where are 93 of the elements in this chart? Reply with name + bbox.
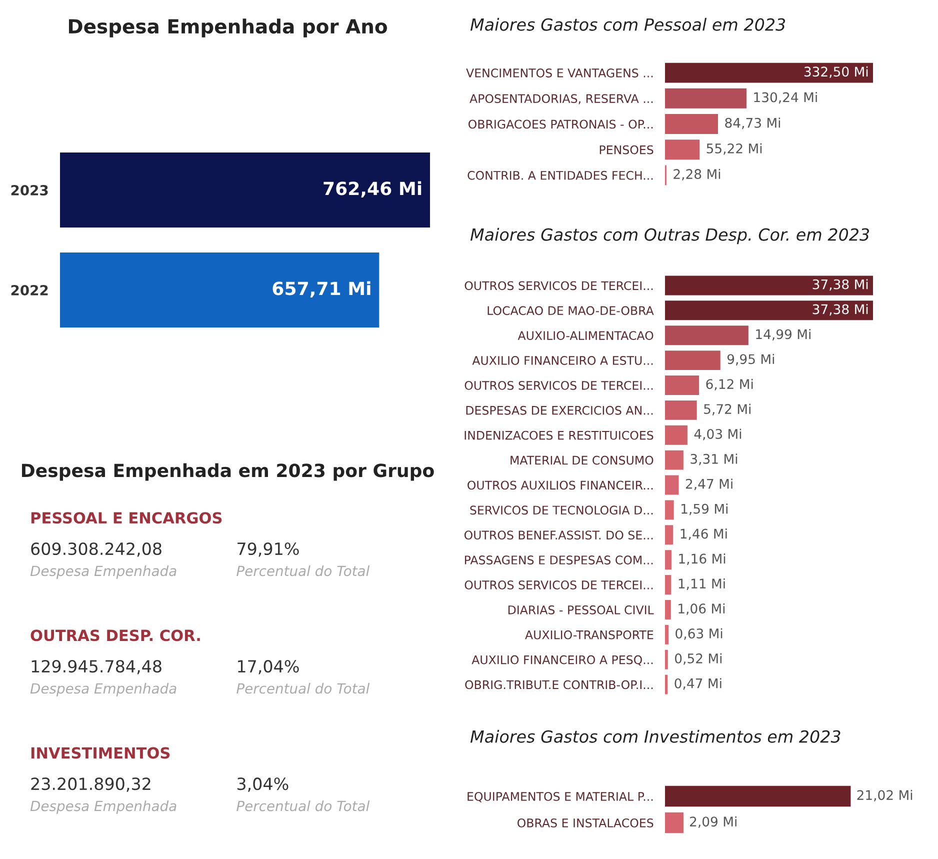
text: Despesa Empenhada: [30, 800, 176, 814]
y-tick-label: AUXILIO FINANCEIRO A ESTU...: [472, 356, 653, 365]
text: Despesa Empenhada: [30, 565, 176, 579]
chart-title: Despesa Empenhada por Ano: [68, 18, 387, 38]
y-tick-label: OUTROS BENEF.ASSIST. DO SE...: [464, 530, 653, 540]
y-tick-label: PASSAGENS E DESPESAS COM...: [464, 556, 653, 564]
bar: [665, 425, 688, 445]
bar: [665, 276, 873, 296]
text: 23.201.890,32: [31, 778, 150, 792]
text: INVESTIMENTOS: [31, 747, 170, 759]
data-label: 55,22 Mi: [706, 143, 762, 155]
bar: [665, 326, 748, 346]
data-label: 4,03 Mi: [694, 428, 742, 440]
data-label: 762,46 Mi: [324, 181, 422, 198]
y-tick-label: AUXILIO FINANCEIRO A PESQ...: [472, 655, 653, 666]
y-tick-label: 2022: [11, 284, 48, 296]
bar: [665, 376, 700, 395]
bar: [665, 450, 684, 470]
data-label: 0,63 Mi: [676, 628, 722, 640]
bar: [665, 400, 697, 420]
text: 3,04%: [237, 778, 288, 792]
bar: [665, 550, 672, 570]
y-tick-label: LOCACAO DE MAO-DE-OBRA: [488, 306, 654, 316]
data-label: 1,06 Mi: [678, 603, 725, 615]
bar: [665, 300, 873, 320]
y-tick-label: OBRIG.TRIBUT.E CONTRIB-OP.I...: [465, 680, 653, 690]
y-tick-label: OUTROS SERVICOS DE TERCEI...: [464, 380, 653, 390]
text: 17,04%: [238, 660, 299, 674]
y-tick-label: OBRAS E INSTALACOES: [518, 818, 654, 828]
data-label: 2,47 Mi: [686, 478, 732, 490]
text: Percentual do Total: [236, 800, 370, 812]
data-label: 1,11 Mi: [678, 578, 725, 590]
text: Percentual do Total: [236, 682, 370, 694]
y-tick-label: CONTRIB. A ENTIDADES FECH...: [468, 170, 653, 180]
data-label: 14,99 Mi: [756, 328, 810, 341]
bar: [665, 350, 720, 370]
bar: [665, 140, 700, 160]
y-tick-label: DIARIAS - PESSOAL CIVIL: [508, 605, 654, 614]
bar: [665, 475, 679, 495]
y-tick-label: OUTROS SERVICOS DE TERCEI...: [464, 580, 653, 590]
y-tick-label: VENCIMENTOS E VANTAGENS ...: [466, 68, 653, 78]
data-label: 3,31 Mi: [690, 454, 738, 466]
y-tick-label: AUXILIO-TRANSPORTE: [525, 630, 654, 640]
chart-title: Maiores Gastos com Pessoal em 2023: [470, 18, 786, 31]
data-label: 21,02 Mi: [857, 790, 912, 802]
bar: [665, 674, 668, 694]
y-tick-label: AUXILIO-ALIMENTACAO: [518, 331, 654, 340]
bar: [665, 500, 674, 520]
text: Percentual do Total: [236, 565, 370, 576]
data-label: 0,52 Mi: [675, 653, 722, 665]
y-tick-label: MATERIAL DE CONSUMO: [510, 456, 654, 465]
data-label: 9,95 Mi: [727, 354, 774, 366]
bar: [665, 600, 671, 620]
data-label: 37,38 Mi: [812, 279, 868, 291]
y-tick-label: 2023: [11, 184, 48, 196]
bar: [665, 624, 669, 644]
text: 129.945.784,48: [32, 660, 162, 674]
data-label: 1,59 Mi: [682, 504, 728, 516]
text: 609.308.242,08: [31, 542, 162, 557]
text: Despesa Empenhada: [30, 682, 176, 696]
chart-title: Maiores Gastos com Investimentos em 2023: [470, 730, 840, 743]
text: Despesa Empenhada em 2023 por Grupo: [22, 463, 434, 481]
bar: [665, 62, 873, 83]
y-tick-label: INDENIZACOES E RESTITUICOES: [464, 430, 654, 440]
data-label: 332,50 Mi: [804, 66, 868, 78]
data-label: 84,73 Mi: [725, 118, 780, 130]
y-tick-label: DESPESAS DE EXERCICIOS AN...: [466, 406, 653, 415]
bar: [665, 114, 718, 134]
data-label: 37,38 Mi: [812, 304, 868, 316]
y-tick-label: APOSENTADORIAS, RESERVA ...: [470, 94, 653, 104]
text: 79,91%: [238, 542, 299, 557]
bar: [665, 575, 672, 594]
chart-title: Maiores Gastos com Outras Desp. Cor. em 2023: [470, 228, 870, 244]
y-tick-label: PENSOES: [600, 145, 654, 154]
data-label: 657,71 Mi: [272, 281, 370, 298]
data-label: 2,28 Mi: [674, 168, 720, 180]
bar: [665, 650, 668, 670]
data-label: 6,12 Mi: [706, 378, 753, 390]
data-label: 2,09 Mi: [690, 816, 736, 828]
y-tick-label: OBRIGACOES PATRONAIS - OP...: [468, 120, 653, 129]
y-tick-label: EQUIPAMENTOS E MATERIAL P...: [468, 792, 653, 802]
data-label: 5,72 Mi: [704, 404, 750, 416]
y-tick-label: OUTROS AUXILIOS FINANCEIR...: [468, 480, 653, 490]
text: OUTRAS DESP. COR.: [30, 630, 200, 642]
data-label: 130,24 Mi: [754, 92, 817, 104]
bar: [665, 525, 674, 545]
data-label: 0,47 Mi: [674, 678, 722, 690]
data-label: 1,16 Mi: [679, 553, 726, 565]
y-tick-label: SERVICOS DE TECNOLOGIA D...: [470, 506, 653, 515]
bar: [665, 88, 746, 108]
text: PESSOAL E ENCARGOS: [31, 512, 222, 524]
data-label: 1,46 Mi: [680, 528, 727, 540]
y-tick-label: OUTROS SERVICOS DE TERCEI...: [464, 281, 653, 290]
